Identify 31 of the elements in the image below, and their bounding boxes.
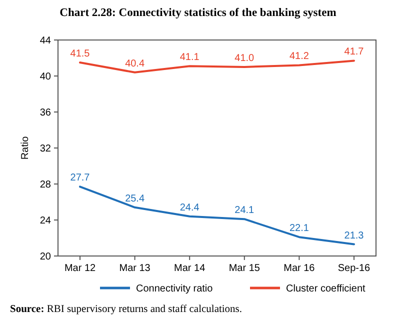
data-label: 41.7 xyxy=(344,46,364,58)
data-label: 24.4 xyxy=(180,202,200,214)
data-label: 22.1 xyxy=(289,223,310,234)
y-tick-label: 32 xyxy=(40,144,52,154)
data-label: 25.4 xyxy=(125,193,145,204)
x-tick-label: Mar 15 xyxy=(228,263,260,274)
data-label: 41.5 xyxy=(70,48,90,60)
y-tick-label: 28 xyxy=(40,180,52,190)
data-label: 41.2 xyxy=(289,51,310,62)
y-tick-label: 44 xyxy=(40,36,52,46)
data-label: 27.7 xyxy=(70,172,90,184)
data-label: 41.1 xyxy=(180,52,200,64)
y-tick-label: 36 xyxy=(40,108,52,118)
y-tick-label: 20 xyxy=(40,252,52,262)
data-label: 21.3 xyxy=(344,230,364,242)
y-tick-label: 40 xyxy=(40,72,52,82)
x-tick-label: Mar 13 xyxy=(119,263,151,274)
line-series xyxy=(79,60,355,74)
legend-label: Connectivity ratio xyxy=(136,284,214,294)
legend-label: Cluster coefficient xyxy=(286,284,366,294)
data-label: 24.1 xyxy=(234,205,255,216)
y-axis-title: Ratio xyxy=(20,136,31,160)
y-tick-label: 24 xyxy=(40,216,52,226)
x-tick-label: Sep-16 xyxy=(338,263,371,274)
x-tick-label: Mar 14 xyxy=(174,263,206,274)
data-label: 41.0 xyxy=(234,53,255,64)
x-tick-label: Mar 12 xyxy=(64,263,96,274)
chart-title: Chart 2.28: Connectivity statistics of the banking system xyxy=(60,7,337,19)
x-tick-label: Mar 16 xyxy=(284,263,316,274)
source-note: Source: RBI supervisory returns and staff calculations. xyxy=(10,304,242,315)
data-label: 40.4 xyxy=(125,58,145,70)
